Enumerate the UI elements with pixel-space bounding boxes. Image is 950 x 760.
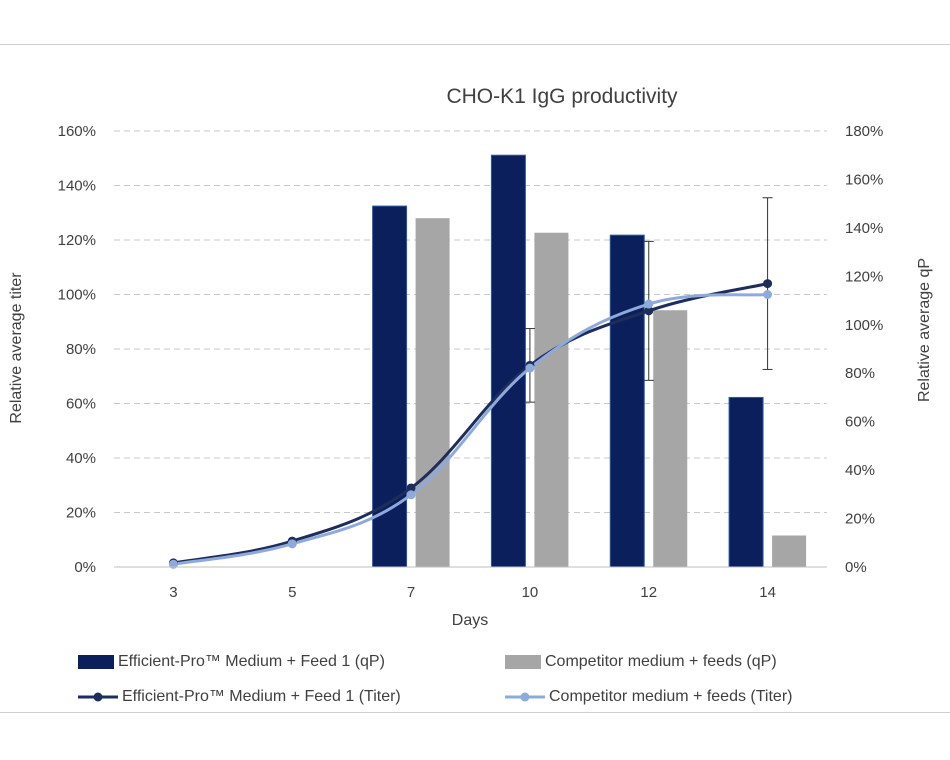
point <box>763 279 773 289</box>
point <box>644 306 654 316</box>
x-tick-label: 10 <box>522 584 539 601</box>
y-left-tick-label: 140% <box>58 178 96 195</box>
bottom-divider <box>0 712 950 713</box>
bar <box>534 232 569 567</box>
bar <box>609 234 645 568</box>
legend-label-competitor-qp: Competitor medium + feeds (qP) <box>545 653 777 670</box>
x-tick-label: 5 <box>288 584 296 601</box>
point <box>525 363 535 373</box>
lines <box>168 197 773 569</box>
y-left-tick-label: 100% <box>58 287 96 304</box>
legend-item-competitor-qp: Competitor medium + feeds (qP) <box>505 653 777 671</box>
legend-item-competitor-titer: Competitor medium + feeds (Titer) <box>505 688 792 706</box>
bar <box>653 310 688 567</box>
legend-label-competitor-titer: Competitor medium + feeds (Titer) <box>549 688 793 705</box>
point <box>287 539 297 549</box>
y-right-tick-label: 20% <box>845 511 875 528</box>
bar <box>372 205 408 568</box>
gridlines <box>114 130 827 513</box>
legend-label-efficient-qp: Efficient-Pro™ Medium + Feed 1 (qP) <box>118 653 385 670</box>
legend: Efficient-Pro™ Medium + Feed 1 (qP) Comp… <box>0 640 950 720</box>
y-right-tick-label: 80% <box>845 365 875 382</box>
point <box>406 483 416 493</box>
legend-swatch-efficient-titer <box>78 692 118 702</box>
y-axis-left-label: Relative average titer <box>8 272 25 424</box>
y-left-tick-label: 40% <box>66 450 96 467</box>
point <box>763 290 773 299</box>
bar <box>415 218 450 567</box>
x-axis-label: Days <box>452 612 488 629</box>
y-right-tick-label: 180% <box>845 123 883 140</box>
chart-title: CHO-K1 IgG productivity <box>446 85 678 108</box>
y-left-tick-label: 0% <box>74 559 96 576</box>
x-tick-label: 14 <box>759 584 776 601</box>
bar <box>490 154 526 568</box>
x-tick-label: 12 <box>640 584 657 601</box>
y-left-tick-label: 80% <box>66 341 96 358</box>
y-right-tick-label: 140% <box>845 220 883 237</box>
y-axis-right-label: Relative average qP <box>916 258 933 402</box>
top-divider <box>0 44 950 45</box>
legend-item-efficient-qp: Efficient-Pro™ Medium + Feed 1 (qP) <box>78 653 385 671</box>
legend-swatch-competitor-titer <box>505 692 545 702</box>
point <box>644 299 654 309</box>
legend-swatch-efficient-qp <box>78 655 114 669</box>
y-left-tick-label: 160% <box>58 123 96 140</box>
bar <box>772 535 807 567</box>
bar <box>728 396 764 568</box>
legend-label-efficient-titer: Efficient-Pro™ Medium + Feed 1 (Titer) <box>122 688 401 705</box>
legend-swatch-competitor-qp <box>505 655 541 669</box>
x-tick-label: 3 <box>169 584 177 601</box>
chart: 0% 20% 40% 60% 80% 100% 120% 140% 160% 0% 20% 40% 60… <box>8 85 933 629</box>
y-left-tick-label: 20% <box>66 505 96 522</box>
x-tick-label: 7 <box>407 584 415 601</box>
y-left-tick-label: 120% <box>58 232 96 249</box>
y-right-tick-label: 60% <box>845 414 875 431</box>
y-left-tick-label: 60% <box>66 396 96 413</box>
bars <box>372 154 807 568</box>
axes: 0% 20% 40% 60% 80% 100% 120% 140% 160% 0% 20% 40% 60… <box>58 123 884 601</box>
series-line <box>173 293 768 566</box>
y-right-tick-label: 160% <box>845 171 883 188</box>
series-line <box>173 282 768 565</box>
y-right-tick-label: 120% <box>845 268 883 285</box>
y-right-tick-label: 40% <box>845 462 875 479</box>
point <box>406 490 416 500</box>
y-right-tick-label: 100% <box>845 317 883 334</box>
y-right-tick-label: 0% <box>845 559 867 576</box>
legend-item-efficient-titer: Efficient-Pro™ Medium + Feed 1 (Titer) <box>78 688 401 706</box>
